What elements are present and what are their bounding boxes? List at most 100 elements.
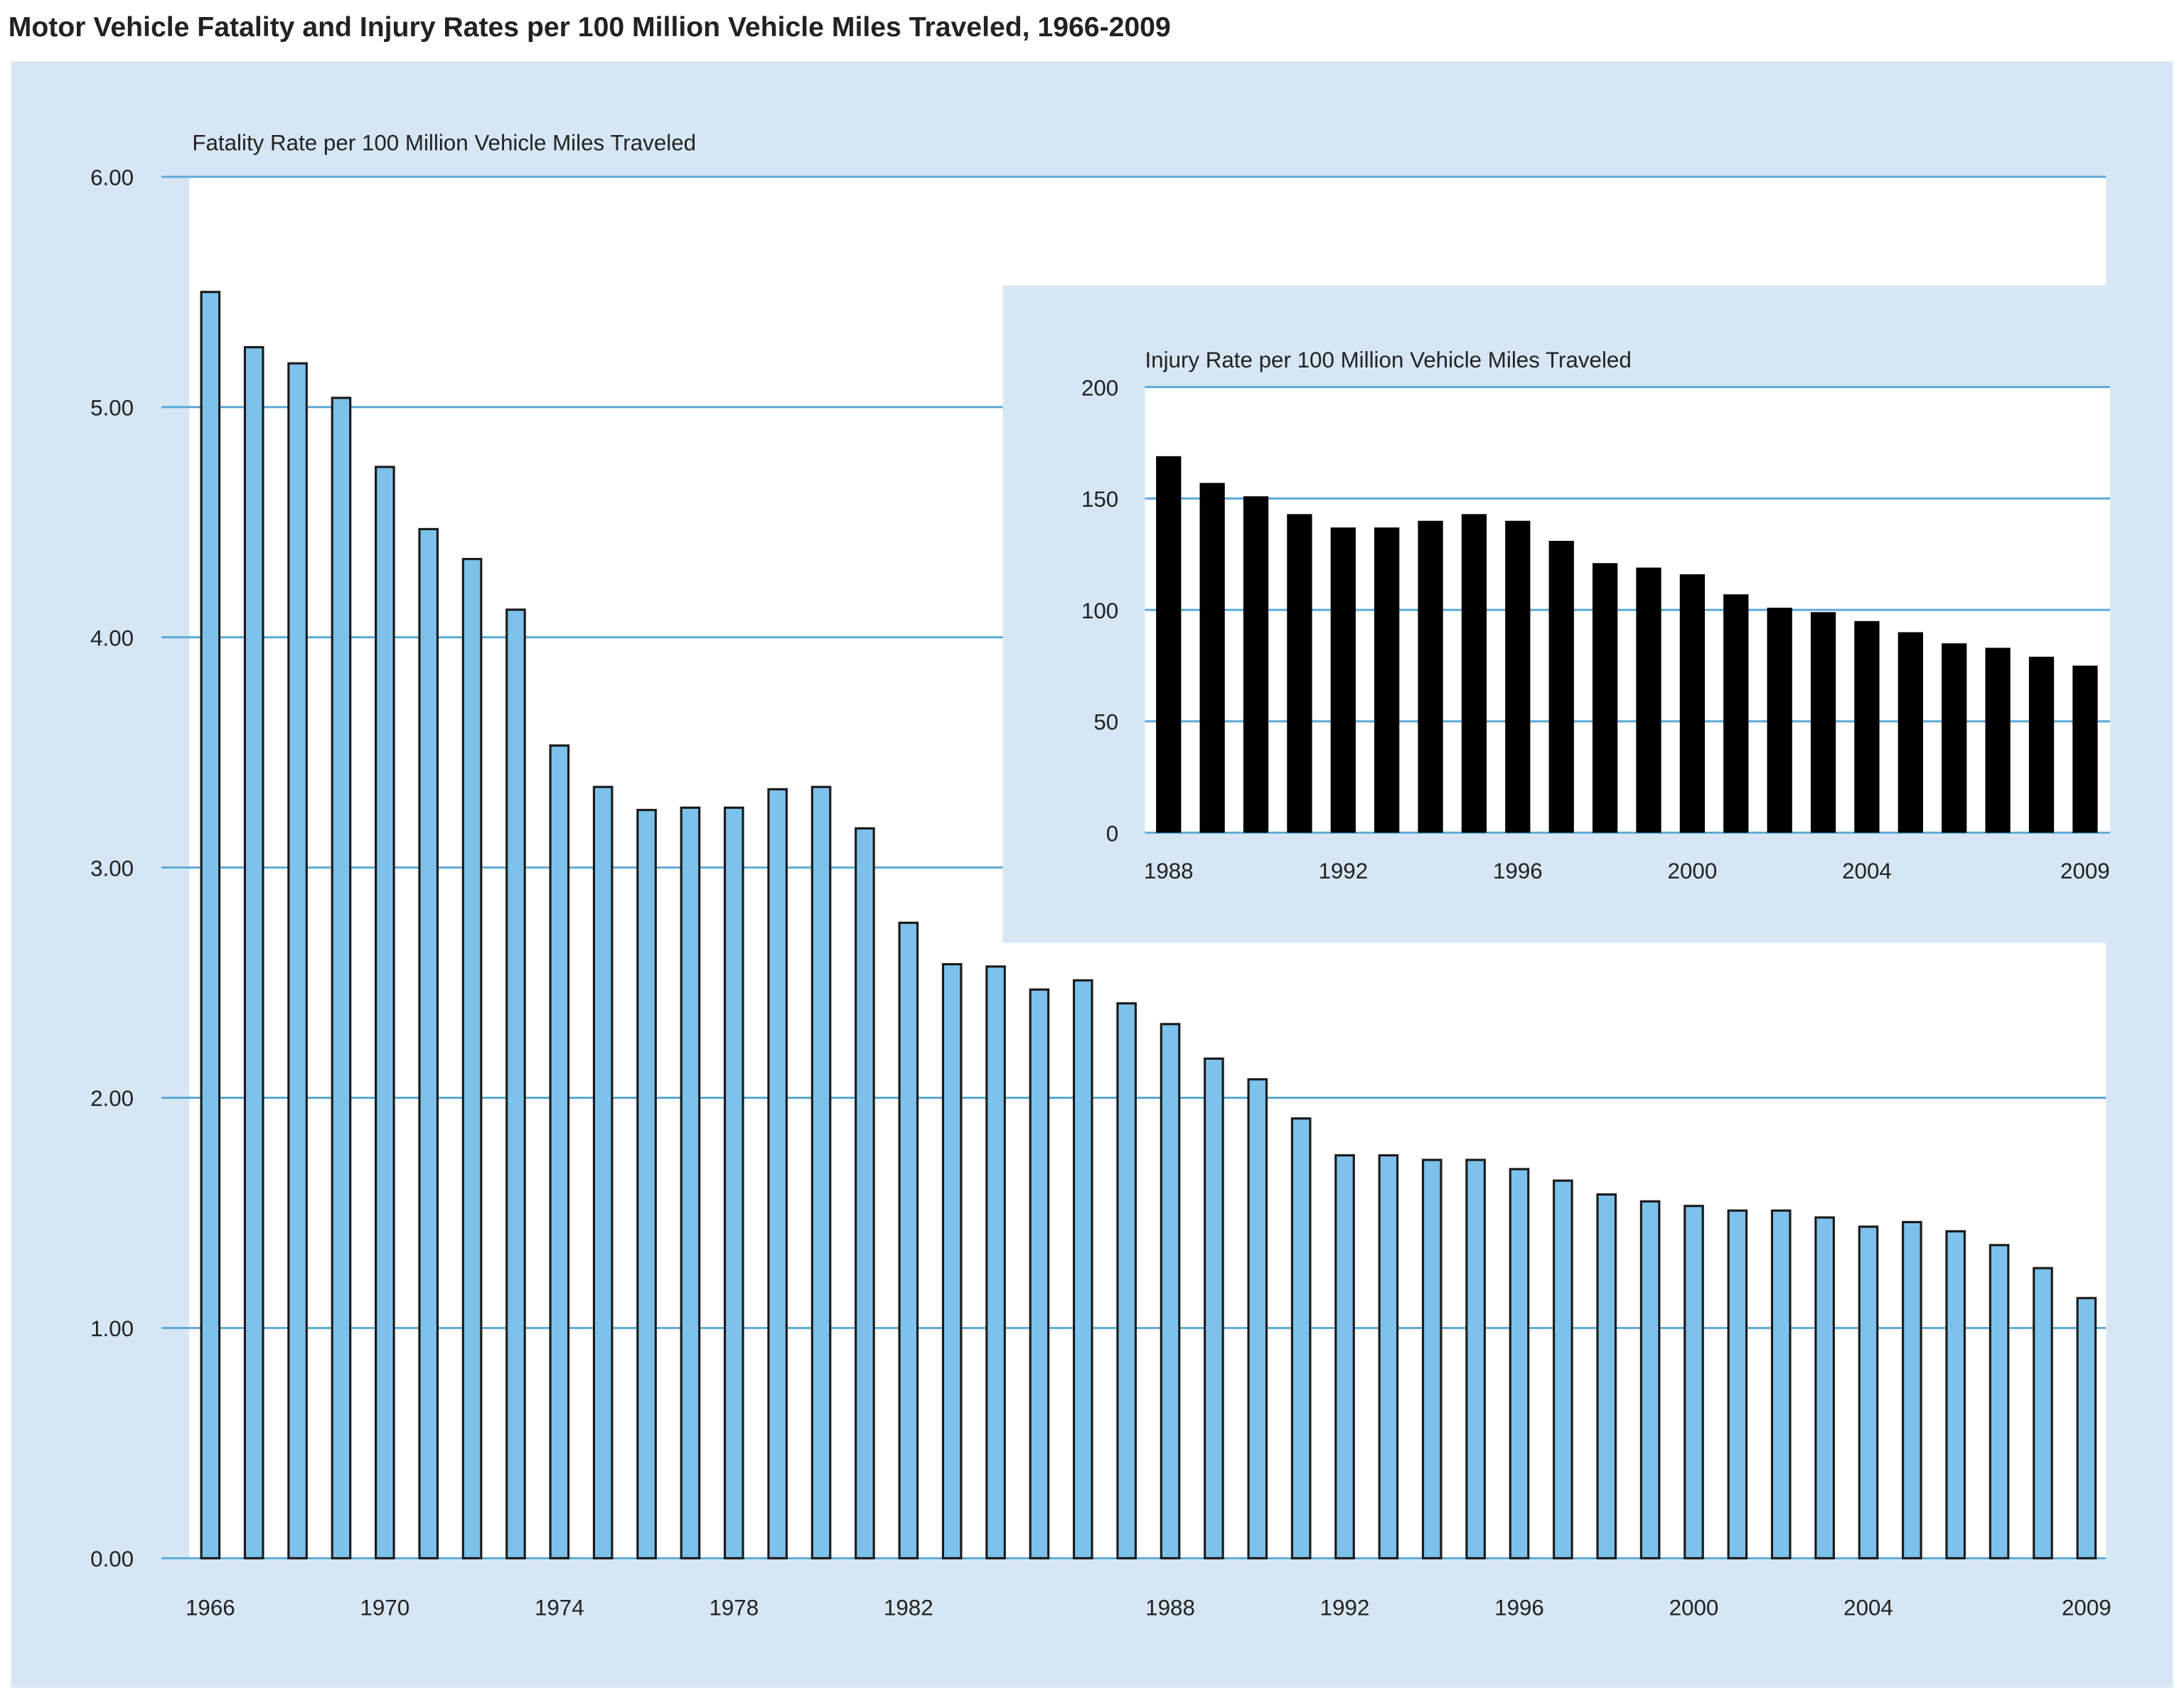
injury-bar-2003 <box>1810 612 1836 833</box>
injury-x-tick-label: 2004 <box>1842 859 1892 883</box>
injury-subtitle: Injury Rate per 100 Million Vehicle Mile… <box>1145 348 1631 372</box>
fatality-bar-1986 <box>1072 979 1093 1559</box>
injury-bar-2004 <box>1854 620 1880 833</box>
fatality-x-tick-label: 2000 <box>1669 1596 1719 1621</box>
fatality-bar-2006 <box>1945 1230 1966 1559</box>
fatality-bar-1994 <box>1421 1159 1442 1559</box>
injury-x-tick-label: 2009 <box>2060 859 2110 883</box>
injury-bar-1988 <box>1156 456 1182 833</box>
fatality-bar-1984 <box>985 965 1006 1559</box>
fatality-x-tick-label: 1974 <box>535 1596 584 1621</box>
injury-bar-2007 <box>1985 648 2011 833</box>
injury-y-tick-label: 0 <box>1106 821 1118 846</box>
fatality-bar-2004 <box>1858 1225 1879 1559</box>
fatality-bar-1985 <box>1029 988 1050 1559</box>
injury-bar-2008 <box>2028 656 2055 833</box>
fatality-x-tick-label: 1992 <box>1320 1596 1370 1621</box>
fatality-bar-1979 <box>767 788 788 1559</box>
fatality-x-tick-label: 1996 <box>1494 1596 1544 1621</box>
injury-bar-2001 <box>1723 594 1749 833</box>
fatality-bar-1987 <box>1116 1002 1137 1559</box>
injury-bar-1992 <box>1330 527 1356 833</box>
fatality-bar-1983 <box>941 963 963 1559</box>
injury-bar-2000 <box>1679 574 1706 833</box>
fatality-bar-1976 <box>636 809 657 1559</box>
fatality-bar-1997 <box>1553 1179 1573 1559</box>
injury-x-tick-label: 2000 <box>1668 859 1718 883</box>
fatality-bar-1996 <box>1509 1168 1530 1559</box>
fatality-x-tick-label: 1982 <box>884 1596 933 1621</box>
injury-bar-1999 <box>1636 567 1661 833</box>
fatality-bar-1990 <box>1247 1078 1268 1559</box>
fatality-x-tick-label: 1970 <box>360 1596 410 1621</box>
fatality-y-tick-label: 6.00 <box>90 166 134 190</box>
fatality-bar-2007 <box>1988 1244 2010 1559</box>
injury-x-tick-label: 1988 <box>1144 859 1194 883</box>
chart-title: Motor Vehicle Fatality and Injury Rates … <box>9 12 1171 43</box>
fatality-bar-1988 <box>1160 1023 1181 1559</box>
injury-bar-1995 <box>1461 514 1487 833</box>
fatality-bar-1991 <box>1290 1117 1312 1559</box>
fatality-y-tick-label: 2.00 <box>90 1086 134 1111</box>
fatality-y-tick-label: 4.00 <box>90 625 134 650</box>
injury-bar-1993 <box>1374 527 1400 833</box>
injury-bar-1998 <box>1592 563 1618 833</box>
fatality-bar-1998 <box>1596 1193 1617 1559</box>
injury-bar-1996 <box>1505 520 1531 833</box>
injury-bar-1997 <box>1548 540 1574 833</box>
fatality-bar-1969 <box>331 397 352 1559</box>
fatality-bar-1982 <box>898 921 919 1559</box>
fatality-x-tick-label: 1978 <box>709 1596 759 1621</box>
fatality-bar-2009 <box>2076 1296 2097 1559</box>
fatality-y-tick-label: 0.00 <box>90 1547 134 1571</box>
fatality-bar-1978 <box>724 806 744 1559</box>
fatality-bar-1974 <box>549 744 570 1559</box>
injury-y-tick-label: 150 <box>1081 487 1118 512</box>
fatality-x-tick-label: 1988 <box>1145 1596 1195 1621</box>
fatality-bar-1989 <box>1204 1057 1224 1559</box>
injury-bar-1994 <box>1418 520 1443 833</box>
injury-bar-2002 <box>1767 607 1792 833</box>
fatality-bar-1967 <box>243 345 264 1559</box>
fatality-subtitle: Fatality Rate per 100 Million Vehicle Mi… <box>192 131 696 156</box>
fatality-bar-2005 <box>1902 1220 1922 1559</box>
injury-x-tick-label: 1992 <box>1318 859 1368 883</box>
fatality-bar-1973 <box>505 608 526 1559</box>
fatality-bar-1966 <box>200 291 221 1559</box>
fatality-bar-2002 <box>1770 1209 1792 1559</box>
fatality-bar-1980 <box>810 785 832 1559</box>
injury-y-tick-label: 100 <box>1081 598 1118 623</box>
injury-bar-1991 <box>1287 514 1312 833</box>
fatality-bar-1971 <box>418 527 439 1559</box>
injury-bar-2006 <box>1942 643 1967 833</box>
injury-y-tick-label: 200 <box>1081 375 1118 400</box>
fatality-bar-1975 <box>592 785 614 1559</box>
injury-bar-2005 <box>1897 632 1923 833</box>
fatality-bar-2000 <box>1684 1205 1704 1559</box>
injury-bar-2009 <box>2072 665 2098 833</box>
fatality-x-tick-label: 1966 <box>186 1596 235 1621</box>
fatality-bar-1993 <box>1378 1154 1399 1559</box>
fatality-bar-1995 <box>1465 1159 1486 1559</box>
fatality-bar-1972 <box>461 557 483 1559</box>
injury-x-tick-label: 1996 <box>1493 859 1543 883</box>
injury-bar-1989 <box>1199 483 1225 833</box>
fatality-bar-2008 <box>2033 1267 2053 1559</box>
injury-y-tick-label: 50 <box>1093 710 1118 735</box>
fatality-bar-1992 <box>1334 1154 1355 1559</box>
fatality-y-tick-label: 1.00 <box>90 1316 134 1341</box>
fatality-y-tick-label: 3.00 <box>90 856 134 881</box>
fatality-bar-2003 <box>1814 1216 1835 1559</box>
injury-bar-1990 <box>1243 496 1269 833</box>
fatality-bar-1999 <box>1639 1200 1661 1559</box>
fatality-bar-1968 <box>287 362 308 1559</box>
fatality-bar-1970 <box>375 466 395 1559</box>
fatality-y-tick-label: 5.00 <box>90 395 134 420</box>
fatality-bar-1981 <box>855 827 875 1559</box>
fatality-bar-2001 <box>1727 1209 1748 1559</box>
fatality-x-tick-label: 2004 <box>1843 1596 1893 1621</box>
fatality-x-tick-label: 2009 <box>2062 1596 2111 1621</box>
fatality-bar-1977 <box>680 806 701 1559</box>
